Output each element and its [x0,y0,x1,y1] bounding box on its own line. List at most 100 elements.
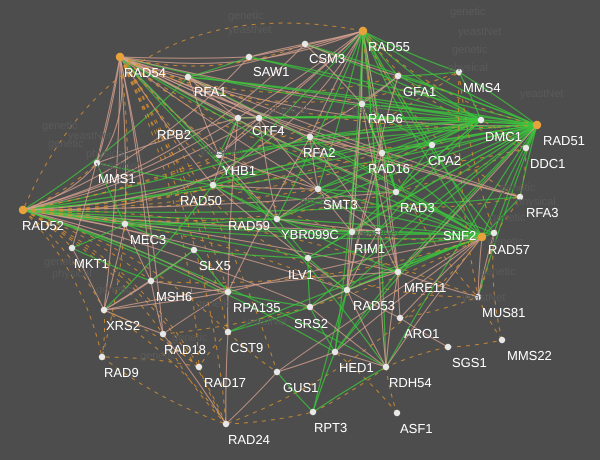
edge-genetic[interactable] [22,22,364,211]
edge-physical[interactable] [22,209,311,308]
edge-coexpression[interactable] [458,71,482,121]
graph-node[interactable] [348,228,356,236]
edge-coexpression[interactable] [22,209,387,368]
edge-coexpression[interactable] [96,162,214,186]
edge-coexpression[interactable] [309,124,538,308]
edge-coexpression[interactable] [276,30,364,220]
edge-coexpression[interactable] [397,236,483,273]
edge-genetic[interactable] [225,411,314,425]
edge-genetic[interactable] [119,56,527,166]
edge-coexpression[interactable] [124,223,195,251]
edge-physical[interactable] [397,271,401,319]
edge-genetic[interactable] [385,366,398,414]
graph-node[interactable] [234,114,242,122]
edge-coexpression[interactable] [71,247,152,282]
edge-physical[interactable] [309,136,319,190]
edge-physical[interactable] [258,117,278,220]
edge-coexpression[interactable] [307,257,348,291]
edge-physical[interactable] [103,271,399,311]
edge-physical[interactable] [385,271,399,368]
edge-coexpression[interactable] [150,249,195,282]
graph-node[interactable] [224,288,232,296]
edge-physical[interactable] [225,331,229,425]
edge-physical[interactable] [218,30,364,156]
edge-physical[interactable] [187,76,521,198]
edge-coexpression[interactable] [212,184,483,238]
edge-physical[interactable] [334,236,483,353]
graph-node[interactable] [477,232,487,242]
graph-node[interactable] [184,73,192,81]
edge-genetic[interactable] [457,71,479,298]
edge-genetic[interactable] [22,71,460,211]
edge-coexpression[interactable] [22,209,278,220]
edge-coexpression[interactable] [385,124,538,368]
edge-genetic[interactable] [22,209,348,291]
edge-physical[interactable] [346,230,379,291]
edge-physical[interactable] [258,117,319,190]
edge-physical[interactable] [150,280,164,335]
edge-genetic[interactable] [119,56,229,293]
edge-coexpression[interactable] [362,30,495,234]
edge-physical[interactable] [397,124,538,273]
graph-node[interactable] [115,52,125,62]
edge-physical[interactable] [309,30,364,138]
edge-genetic[interactable] [477,296,503,341]
edge-physical[interactable] [346,103,363,291]
edge-genetic[interactable] [362,30,479,298]
edge-coexpression[interactable] [96,162,126,225]
edge-genetic[interactable] [101,356,227,425]
edge-coexpression[interactable] [309,119,482,138]
edge-genetic[interactable] [458,71,495,234]
edge-physical[interactable] [103,291,229,311]
edge-coexpression[interactable] [362,30,483,238]
edge-genetic[interactable] [227,331,278,373]
graph-node[interactable] [358,100,366,108]
edge-physical[interactable] [276,188,319,220]
edge-physical[interactable] [361,103,399,273]
edge-physical[interactable] [187,76,260,119]
edge-physical[interactable] [309,306,387,368]
edge-coexpression[interactable] [481,196,521,238]
edge-physical[interactable] [346,30,364,291]
edge-genetic[interactable] [447,339,503,348]
edge-genetic[interactable] [480,119,527,149]
edge-coexpression[interactable] [317,30,364,190]
edge-physical[interactable] [346,75,399,291]
edge-genetic[interactable] [162,236,483,335]
edge-coexpression[interactable] [362,30,538,126]
graph-node[interactable] [394,72,402,80]
edge-genetic[interactable] [119,56,433,149]
edge-physical[interactable] [346,271,399,291]
edge-coexpression[interactable] [307,231,353,259]
edge-physical[interactable] [477,232,495,298]
graph-node[interactable] [245,53,253,61]
edge-physical[interactable] [119,56,164,335]
edge-genetic[interactable] [519,147,527,198]
edge-physical[interactable] [119,30,364,64]
edge-physical[interactable] [225,371,278,425]
edge-coexpression[interactable] [276,218,309,259]
edge-physical[interactable] [361,103,383,154]
graph-node[interactable] [474,293,482,301]
edge-physical[interactable] [377,230,399,273]
edge-physical[interactable] [187,76,220,156]
graph-node[interactable] [306,133,314,141]
edge-physical[interactable] [248,43,306,58]
edge-coexpression[interactable] [218,117,239,156]
graph-node[interactable] [516,193,524,201]
graph-node[interactable] [455,68,463,76]
edge-coexpression[interactable] [309,306,336,353]
edge-physical[interactable] [162,291,229,335]
edge-coexpression[interactable] [212,30,364,186]
graph-node[interactable] [331,348,339,356]
edge-physical[interactable] [22,209,348,291]
edge-physical[interactable] [304,43,363,105]
graph-node[interactable] [190,246,198,254]
edge-coexpression[interactable] [119,56,482,121]
edge-coexpression[interactable] [362,30,387,368]
edge-physical[interactable] [334,351,387,368]
edge-physical[interactable] [399,236,483,319]
edge-coexpression[interactable] [312,351,336,413]
edge-genetic[interactable] [162,333,200,368]
edge-coexpression[interactable] [212,184,399,273]
